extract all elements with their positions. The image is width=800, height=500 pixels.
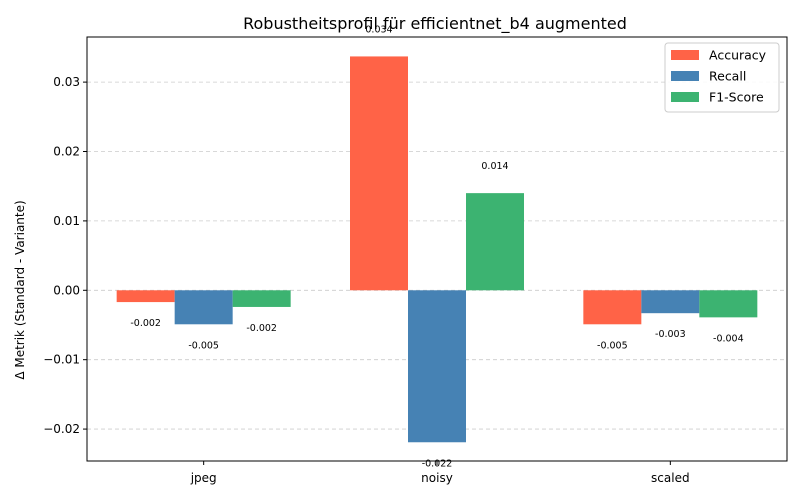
bar bbox=[174, 290, 233, 325]
bar-data-label: -0.005 bbox=[597, 340, 628, 351]
y-tick-label: 0.02 bbox=[53, 145, 80, 159]
legend-swatch bbox=[671, 92, 699, 102]
bar bbox=[699, 290, 758, 318]
legend-label: Accuracy bbox=[709, 48, 767, 63]
bar bbox=[350, 56, 408, 291]
y-tick-label: 0.01 bbox=[53, 214, 80, 228]
x-tick-label: jpeg bbox=[190, 471, 217, 485]
legend-swatch bbox=[671, 71, 699, 81]
y-tick-label: −0.02 bbox=[43, 422, 80, 436]
bar-data-label: -0.005 bbox=[188, 340, 219, 351]
bar-data-label: -0.002 bbox=[246, 323, 277, 334]
bars bbox=[116, 56, 758, 443]
bar bbox=[466, 193, 524, 291]
legend: Accuracy Recall F1-Score bbox=[664, 42, 780, 113]
legend-label: Recall bbox=[709, 69, 746, 84]
bar bbox=[116, 290, 175, 303]
bar-data-label: -0.002 bbox=[130, 318, 161, 329]
legend-swatch bbox=[671, 50, 699, 60]
x-axis-ticks: jpeg noisy scaled bbox=[190, 461, 690, 485]
chart-title: Robustheitsprofil für efficientnet_b4 au… bbox=[243, 14, 627, 34]
y-tick-label: 0.03 bbox=[53, 75, 80, 89]
y-axis-ticks: −0.02 −0.01 0.00 0.01 0.02 0.03 bbox=[43, 75, 87, 436]
bar bbox=[232, 290, 291, 307]
bar bbox=[583, 290, 642, 325]
x-tick-label: scaled bbox=[651, 471, 690, 485]
bar bbox=[408, 290, 466, 443]
legend-label: F1-Score bbox=[709, 90, 764, 105]
bar-data-label: -0.003 bbox=[655, 329, 686, 340]
bar-data-label: 0.014 bbox=[481, 161, 508, 172]
y-tick-label: 0.00 bbox=[53, 283, 80, 297]
bar-data-label: -0.004 bbox=[713, 333, 744, 344]
bar bbox=[641, 290, 700, 314]
bar-data-label: 0.034 bbox=[365, 24, 392, 35]
y-axis-label: Δ Metrik (Standard - Variante) bbox=[13, 200, 27, 379]
x-tick-label: noisy bbox=[421, 471, 453, 485]
y-tick-label: −0.01 bbox=[43, 353, 80, 367]
